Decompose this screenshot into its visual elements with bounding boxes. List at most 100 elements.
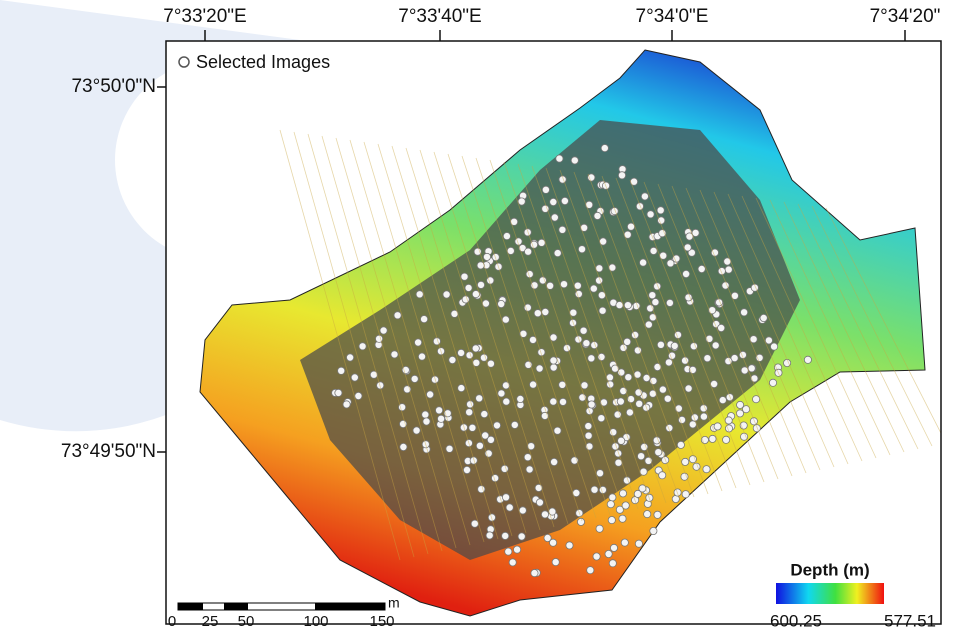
image-dot bbox=[804, 356, 811, 363]
image-dot bbox=[506, 504, 513, 511]
image-dot bbox=[709, 435, 716, 442]
legend-label: Selected Images bbox=[196, 52, 330, 72]
image-dot bbox=[652, 299, 659, 306]
x-tick-label: 7°33'20"E bbox=[163, 6, 246, 27]
image-dot bbox=[640, 259, 647, 266]
map-figure: Selected Images Depth (m) 600.25 577.51 … bbox=[0, 0, 959, 639]
image-dot bbox=[725, 266, 732, 273]
image-dot bbox=[449, 356, 456, 363]
image-dot bbox=[588, 355, 595, 362]
scale-bar-segment bbox=[224, 603, 248, 610]
image-dot bbox=[657, 341, 664, 348]
image-dot bbox=[650, 247, 657, 254]
image-dot bbox=[551, 458, 558, 465]
scale-bar-unit: m bbox=[388, 595, 400, 611]
image-dot bbox=[608, 517, 615, 524]
image-dot bbox=[698, 265, 705, 272]
image-dot bbox=[518, 533, 525, 540]
image-dot bbox=[413, 427, 420, 434]
image-dot bbox=[683, 270, 690, 277]
image-dot bbox=[503, 398, 510, 405]
scale-bar-label: 100 bbox=[303, 613, 328, 630]
image-dot bbox=[502, 532, 509, 539]
image-dot bbox=[514, 546, 521, 553]
image-dot bbox=[619, 515, 626, 522]
image-dot bbox=[463, 466, 470, 473]
image-dot bbox=[649, 292, 656, 299]
image-dot bbox=[657, 207, 664, 214]
image-dot bbox=[391, 351, 398, 358]
image-dot bbox=[411, 375, 418, 382]
y-tick-label: 73°50'0"N bbox=[71, 76, 156, 97]
image-dot bbox=[599, 307, 606, 314]
image-dot bbox=[601, 145, 608, 152]
scale-bar bbox=[178, 603, 385, 610]
image-dot bbox=[587, 567, 594, 574]
image-dot bbox=[655, 449, 662, 456]
image-dot bbox=[559, 226, 566, 233]
image-dot bbox=[635, 540, 642, 547]
image-dot bbox=[624, 338, 631, 345]
image-dot bbox=[446, 445, 453, 452]
scale-bar-segment bbox=[315, 603, 385, 610]
image-dot bbox=[335, 389, 342, 396]
image-dot bbox=[380, 327, 387, 334]
image-dot bbox=[618, 172, 625, 179]
image-dot bbox=[530, 381, 537, 388]
image-dot bbox=[560, 281, 567, 288]
image-dot bbox=[583, 340, 590, 347]
image-dot bbox=[469, 424, 476, 431]
image-dot bbox=[493, 422, 500, 429]
image-dot bbox=[609, 494, 616, 501]
image-dot bbox=[622, 502, 629, 509]
image-dot bbox=[550, 198, 557, 205]
colorbar-title: Depth (m) bbox=[790, 560, 869, 579]
image-dot bbox=[476, 395, 483, 402]
image-dot bbox=[551, 214, 558, 221]
image-dot bbox=[486, 532, 493, 539]
scale-bar-label: 150 bbox=[369, 613, 394, 630]
image-dot bbox=[753, 396, 760, 403]
image-dot bbox=[718, 324, 725, 331]
image-dot bbox=[596, 470, 603, 477]
colorbar-max-label: 577.51 bbox=[884, 611, 936, 630]
image-dot bbox=[359, 343, 366, 350]
image-dot bbox=[644, 510, 651, 517]
colorbar-min-label: 600.25 bbox=[770, 611, 822, 630]
image-dot bbox=[416, 291, 423, 298]
image-dot bbox=[645, 321, 652, 328]
image-dot bbox=[526, 466, 533, 473]
image-dot bbox=[343, 401, 350, 408]
image-dot bbox=[596, 525, 603, 532]
image-dot bbox=[700, 413, 707, 420]
x-tick-label: 7°34'20" bbox=[870, 6, 941, 27]
image-dot bbox=[501, 465, 508, 472]
image-dot bbox=[534, 310, 541, 317]
image-dot bbox=[682, 491, 689, 498]
image-dot bbox=[465, 284, 472, 291]
image-dot bbox=[487, 277, 494, 284]
image-dot bbox=[649, 390, 656, 397]
image-dot bbox=[593, 553, 600, 560]
scale-bar-segment bbox=[178, 603, 203, 610]
image-dot bbox=[524, 454, 531, 461]
image-dot bbox=[725, 417, 732, 424]
image-dot bbox=[659, 472, 666, 479]
image-dot bbox=[748, 365, 755, 372]
image-dot bbox=[580, 327, 587, 334]
image-dot bbox=[355, 392, 362, 399]
image-dot bbox=[505, 548, 512, 555]
image-dot bbox=[585, 432, 592, 439]
image-dot bbox=[607, 501, 614, 508]
image-dot bbox=[507, 247, 514, 254]
image-dot bbox=[704, 355, 711, 362]
image-dot bbox=[590, 285, 597, 292]
image-dot bbox=[598, 353, 605, 360]
image-dot bbox=[561, 197, 568, 204]
image-dot bbox=[502, 316, 509, 323]
image-dot bbox=[347, 354, 354, 361]
image-dot bbox=[598, 415, 605, 422]
image-dot bbox=[647, 211, 654, 218]
image-dot bbox=[517, 395, 524, 402]
image-dot bbox=[577, 518, 584, 525]
